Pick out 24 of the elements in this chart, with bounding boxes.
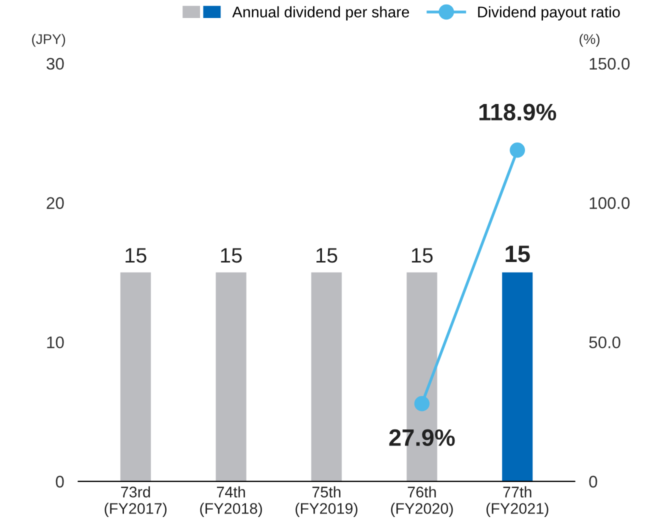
y2-tick-label: 100.0 bbox=[590, 197, 630, 209]
y-tick-label: 0 bbox=[56, 476, 64, 488]
data-label: 15 bbox=[221, 248, 242, 263]
x-tick-label: 76th (FY2020) bbox=[391, 486, 453, 517]
data-label: 15 bbox=[412, 248, 433, 263]
data-label: 118.9% bbox=[479, 104, 556, 120]
y-axis-title: (JPY) bbox=[32, 34, 66, 47]
x-tick-label: 77th (FY2021) bbox=[486, 486, 548, 517]
x-tick-label: 74th (FY2018) bbox=[200, 486, 262, 517]
data-label: 15 bbox=[316, 248, 338, 263]
legend-label: Annual dividend per share bbox=[232, 6, 410, 20]
y2-tick-label: 150.0 bbox=[590, 58, 630, 70]
y2-tick-label: 0 bbox=[589, 476, 598, 488]
y2-tick-label: 50.0 bbox=[589, 336, 620, 348]
y-tick-label: 10 bbox=[47, 336, 64, 348]
data-label: 27.9% bbox=[389, 429, 455, 446]
data-label: 15 bbox=[506, 246, 530, 262]
legend-label: Dividend payout ratio bbox=[478, 6, 620, 20]
x-tick-label: 75th (FY2019) bbox=[296, 486, 358, 517]
y-tick-label: 30 bbox=[46, 58, 64, 70]
y2-axis-title: (%) bbox=[580, 34, 600, 47]
x-tick-label: 73rd (FY2017) bbox=[104, 486, 167, 517]
y-tick-label: 20 bbox=[46, 197, 64, 209]
data-label: 15 bbox=[126, 248, 146, 263]
